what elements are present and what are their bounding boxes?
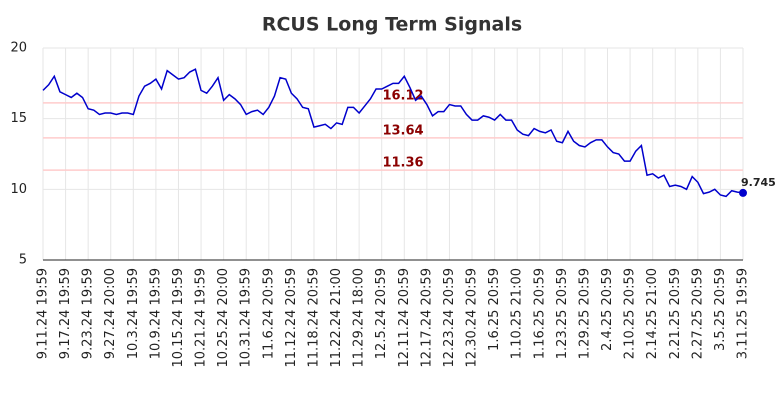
x-tick-label: 1.16.25 20:59 [532, 268, 547, 359]
x-tick-label: 10.25.24 20:00 [216, 268, 231, 368]
x-tick-label: 2.4.25 20:59 [600, 268, 615, 351]
x-tick-label: 12.11.24 20:59 [397, 268, 412, 368]
x-tick-label: 1.10.25 21:00 [510, 268, 525, 359]
signal-label: 11.36 [382, 156, 423, 171]
x-tick-label: 1.29.25 20:59 [577, 268, 592, 359]
signal-label: 16.12 [382, 88, 423, 103]
x-tick-label: 9.23.24 19:59 [81, 268, 96, 359]
x-tick-label: 2.21.25 20:59 [668, 268, 683, 359]
x-tick-label: 10.3.24 19:59 [126, 268, 141, 359]
x-tick-label: 10.31.24 19:59 [239, 268, 254, 368]
y-tick-label: 20 [10, 41, 27, 56]
x-tick-label: 12.30.24 20:59 [465, 268, 480, 368]
x-tick-label: 12.23.24 20:59 [442, 268, 457, 368]
y-tick-label: 10 [10, 182, 27, 197]
x-tick-label: 9.11.24 19:59 [36, 268, 51, 359]
chart-title: RCUS Long Term Signals [262, 14, 522, 36]
x-tick-label: 9.27.24 20:00 [103, 268, 118, 359]
x-tick-label: 10.15.24 19:59 [171, 268, 186, 368]
x-tick-label: 12.17.24 20:59 [419, 268, 434, 368]
x-tick-label: 10.9.24 19:59 [148, 268, 163, 359]
x-tick-label: 11.6.24 20:59 [261, 268, 276, 359]
y-tick-label: 15 [10, 111, 27, 126]
x-tick-label: 12.5.24 20:59 [374, 268, 389, 359]
x-tick-label: 10.21.24 19:59 [194, 268, 209, 368]
last-value-label: 9.745 [741, 176, 776, 189]
x-tick-label: 11.18.24 20:59 [306, 268, 321, 368]
x-tick-label: 11.12.24 20:59 [284, 268, 299, 368]
x-tick-label: 2.14.25 21:00 [645, 268, 660, 359]
signal-label: 13.64 [382, 123, 423, 138]
x-tick-label: 11.29.24 18:00 [352, 268, 367, 368]
x-tick-label: 9.17.24 19:59 [58, 268, 73, 359]
x-tick-label: 2.27.25 20:59 [690, 268, 705, 359]
x-tick-label: 1.6.25 20:59 [487, 268, 502, 351]
x-tick-label: 11.22.24 21:00 [329, 268, 344, 368]
x-tick-label: 2.10.25 20:59 [623, 268, 638, 359]
series-line [42, 68, 744, 198]
last-point [739, 188, 747, 197]
x-tick-label: 3.5.25 20:59 [713, 268, 728, 351]
x-tick-label: 1.23.25 20:59 [555, 268, 570, 359]
x-tick-label: 3.11.25 19:59 [736, 268, 751, 359]
y-tick-label: 5 [19, 253, 27, 268]
